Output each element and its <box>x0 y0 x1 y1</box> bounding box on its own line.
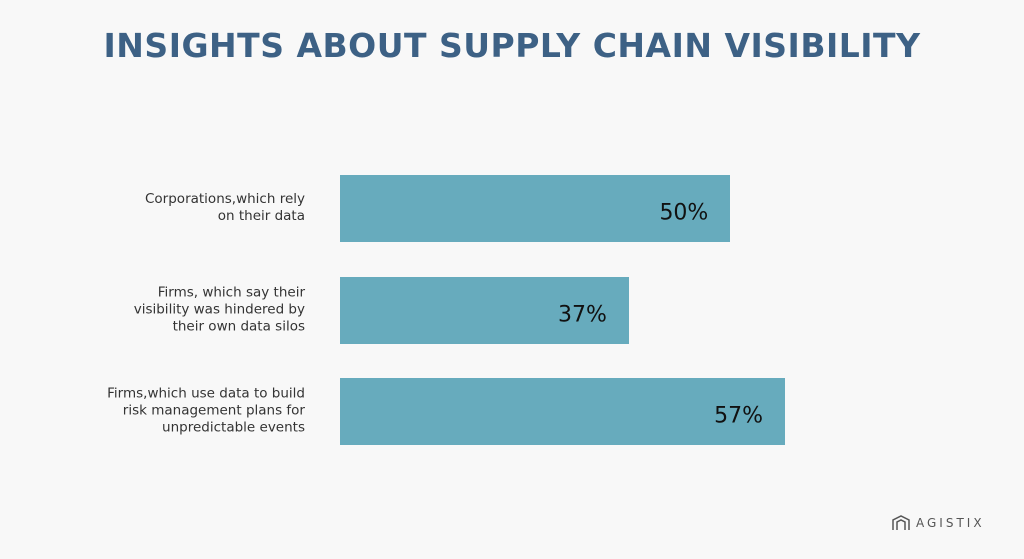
category-label: Firms,which use data to build risk manag… <box>107 385 305 436</box>
brand-name: AGISTIX <box>916 516 985 530</box>
value-label: 37% <box>557 302 607 327</box>
bar <box>340 175 731 242</box>
category-label: Firms, which say their visibility was hi… <box>133 284 305 334</box>
brand-logo: AGISTIX <box>892 515 985 531</box>
category-label: Corporations,which rely on their data <box>145 191 305 224</box>
value-label: 50% <box>659 200 709 226</box>
logo-icon <box>892 515 910 530</box>
bar <box>340 276 629 344</box>
value-label: 57% <box>714 403 763 429</box>
chart-title: INSIGHTS ABOUT SUPPLY CHAIN VISIBILITY <box>103 26 921 65</box>
bar <box>340 378 785 445</box>
